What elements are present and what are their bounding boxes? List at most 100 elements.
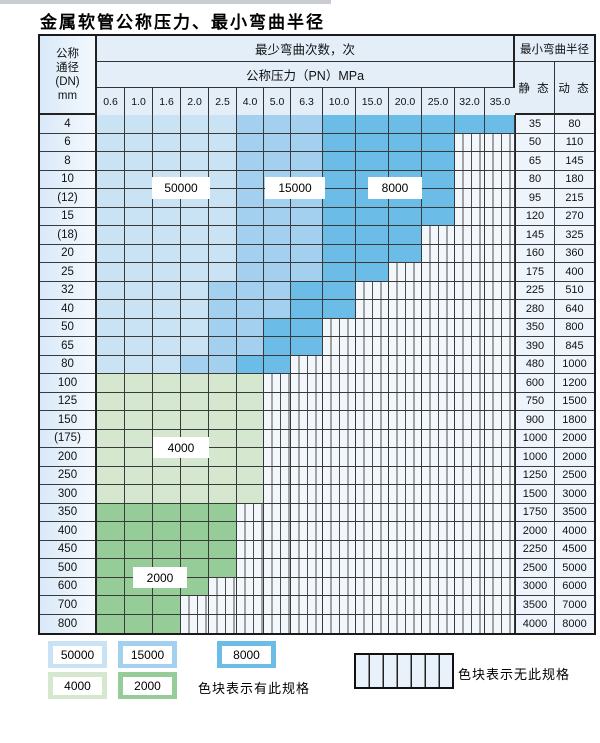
spec-cell <box>264 318 291 337</box>
spec-cell <box>264 226 291 245</box>
spec-cell <box>455 115 485 134</box>
spec-cell <box>291 226 323 245</box>
spec-cell <box>97 522 125 541</box>
no-spec-cell <box>455 559 485 578</box>
static-radius-cell: 3000 <box>515 577 555 596</box>
no-spec-cell <box>455 281 485 300</box>
spec-cell <box>181 300 209 319</box>
static-radius-cell: 1750 <box>515 503 555 522</box>
dn-cell: 32 <box>40 281 97 300</box>
static-radius-cell: 65 <box>515 152 555 171</box>
pressure-value-header: 25.0 <box>422 88 455 115</box>
table-row: 800 4000 8000 <box>40 614 594 633</box>
no-spec-cell <box>264 522 291 541</box>
dn-cell: 80 <box>40 355 97 374</box>
static-header: 静 态 <box>515 62 555 115</box>
table-row: 65 390 845 <box>40 337 594 356</box>
dynamic-radius-cell: 2500 <box>555 466 594 485</box>
dynamic-radius-cell: 1500 <box>555 392 594 411</box>
spec-cell <box>209 448 237 467</box>
no-spec-cell <box>455 485 485 504</box>
static-radius-cell: 1500 <box>515 485 555 504</box>
no-spec-cell <box>264 614 291 633</box>
spec-cell <box>422 189 455 208</box>
dynamic-radius-cell: 8000 <box>555 614 594 633</box>
spec-cell <box>125 318 153 337</box>
no-spec-cell <box>485 522 515 541</box>
table-row: 250 1250 2500 <box>40 466 594 485</box>
spec-cell <box>125 263 153 282</box>
no-spec-cell <box>422 448 455 467</box>
dynamic-radius-cell: 845 <box>555 337 594 356</box>
spec-cell <box>181 244 209 263</box>
no-spec-cell <box>264 466 291 485</box>
pressure-value-header: 5.0 <box>264 88 291 115</box>
no-spec-cell <box>291 429 323 448</box>
static-radius-cell: 280 <box>515 300 555 319</box>
no-spec-cell <box>264 596 291 615</box>
dn-header-line: mm <box>57 89 78 102</box>
static-radius-cell: 120 <box>515 207 555 226</box>
spec-cell <box>181 337 209 356</box>
no-spec-cell <box>455 189 485 208</box>
spec-cell <box>181 577 209 596</box>
spec-cell <box>181 411 209 430</box>
spec-cell <box>237 115 264 134</box>
spec-cell <box>153 152 181 171</box>
no-spec-cell <box>389 374 422 393</box>
spec-cell <box>209 226 237 245</box>
spec-cell <box>181 281 209 300</box>
table-row: 700 3500 7000 <box>40 596 594 615</box>
dn-cell: (175) <box>40 429 97 448</box>
table-row: 400 2000 4000 <box>40 522 594 541</box>
no-spec-cell <box>455 318 485 337</box>
dynamic-radius-cell: 800 <box>555 318 594 337</box>
no-spec-cell <box>264 392 291 411</box>
spec-cell <box>422 115 455 134</box>
no-spec-cell <box>356 337 389 356</box>
table-row: 4 35 80 <box>40 115 594 134</box>
no-spec-cell <box>291 448 323 467</box>
no-spec-cell <box>209 577 237 596</box>
static-radius-cell: 2500 <box>515 559 555 578</box>
spec-cell <box>323 207 356 226</box>
dynamic-header: 动 态 <box>555 62 594 115</box>
spec-cell <box>97 411 125 430</box>
no-spec-cell <box>356 577 389 596</box>
dynamic-radius-cell: 1800 <box>555 411 594 430</box>
radius-header: 最小弯曲半径 <box>515 36 594 62</box>
no-spec-cell <box>422 374 455 393</box>
static-radius-cell: 35 <box>515 115 555 134</box>
spec-cell <box>291 337 323 356</box>
spec-cell <box>237 189 264 208</box>
spec-cell <box>125 466 153 485</box>
static-radius-cell: 1250 <box>515 466 555 485</box>
no-spec-cell <box>389 318 422 337</box>
no-spec-cell <box>323 318 356 337</box>
spec-cell <box>389 244 422 263</box>
legend-value: 4000 <box>53 676 102 695</box>
table-row: 80 480 1000 <box>40 355 594 374</box>
spec-cell <box>237 207 264 226</box>
static-radius-cell: 600 <box>515 374 555 393</box>
pressure-header: 公称压力（PN）MPa <box>97 62 515 88</box>
spec-cell <box>264 263 291 282</box>
spec-cell <box>209 466 237 485</box>
spec-cell <box>209 263 237 282</box>
spec-cell <box>237 485 264 504</box>
dynamic-radius-cell: 400 <box>555 263 594 282</box>
no-spec-cell <box>323 355 356 374</box>
spec-cell <box>97 318 125 337</box>
spec-cell <box>181 466 209 485</box>
no-spec-cell <box>356 614 389 633</box>
spec-cell <box>125 614 153 633</box>
spec-cell <box>323 133 356 152</box>
no-spec-cell <box>485 281 515 300</box>
dn-cell: 400 <box>40 522 97 541</box>
table-row: 100 600 1200 <box>40 374 594 393</box>
dynamic-radius-cell: 360 <box>555 244 594 263</box>
spec-cell <box>422 133 455 152</box>
static-radius-cell: 390 <box>515 337 555 356</box>
spec-cell <box>153 540 181 559</box>
spec-cell <box>323 226 356 245</box>
